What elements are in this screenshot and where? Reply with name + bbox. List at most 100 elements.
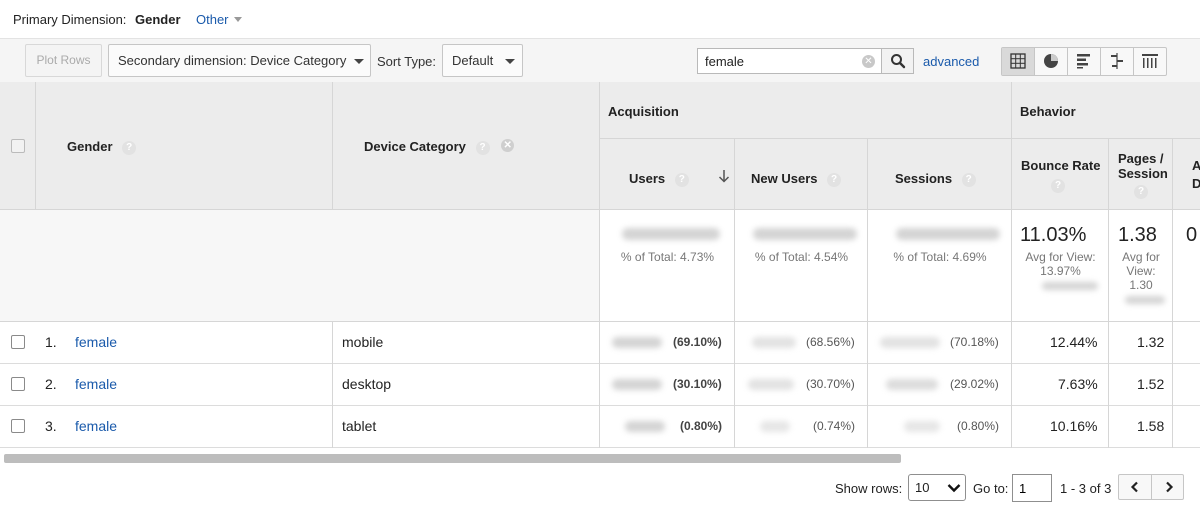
help-icon[interactable]: ? — [122, 141, 137, 155]
pages-session-header-label-2: Session — [1118, 166, 1168, 181]
dropdown-caret-icon — [505, 59, 515, 64]
clear-search-icon[interactable]: ✕ — [862, 55, 875, 68]
new-users-column-header[interactable]: New Users ? — [735, 139, 868, 210]
users-total-percent: % of Total: 4.73% — [620, 250, 715, 264]
row-bounce-rate: 12.44% — [1050, 334, 1098, 350]
pivot-view-button[interactable] — [1134, 48, 1167, 75]
sessions-column-header[interactable]: Sessions ? — [868, 139, 1012, 210]
table-view-button[interactable] — [1002, 48, 1035, 75]
show-rows-value: 10 — [915, 480, 930, 495]
sessions-total-percent: % of Total: 4.69% — [893, 250, 987, 264]
row-pages-session: 1.58 — [1137, 418, 1165, 434]
other-label: Other — [196, 12, 229, 27]
row-gender-link[interactable]: female — [75, 334, 118, 350]
help-icon[interactable]: ? — [674, 173, 689, 187]
gender-header-label: Gender — [67, 139, 113, 154]
show-rows-label: Show rows: — [835, 481, 903, 496]
show-rows-select[interactable]: 10 — [908, 474, 966, 501]
pie-view-button[interactable] — [1035, 48, 1068, 75]
row-bounce-rate: 7.63% — [1058, 376, 1098, 392]
table-row: 1. female mobile (69.10%) (68.56%) (70.1… — [0, 322, 1200, 364]
bounce-rate-column-header[interactable]: Bounce Rate ? — [1012, 139, 1109, 210]
pages-session-total-cell: 1.38 Avg for View: 1.30 — [1109, 210, 1173, 321]
remove-secondary-dimension-icon[interactable]: ✕ — [501, 139, 515, 152]
row-index: 3. — [45, 418, 57, 434]
next-page-button[interactable] — [1152, 475, 1185, 499]
gender-column-header[interactable]: Gender ? — [36, 82, 333, 210]
help-icon[interactable]: ? — [1134, 185, 1148, 199]
table-row: 2. female desktop (30.10%) (30.70%) (29.… — [0, 364, 1200, 406]
goto-label: Go to: — [973, 481, 1009, 496]
row-new-users-percent: (68.56%) — [806, 335, 855, 349]
row-sessions-percent: (0.80%) — [957, 419, 1000, 433]
secondary-dimension-label: Secondary dimension: Device Category — [118, 53, 347, 68]
dropdown-caret-icon — [354, 59, 364, 64]
behavior-group-header: Behavior — [1012, 82, 1200, 139]
chevron-down-icon — [233, 17, 242, 22]
comparison-view-button[interactable] — [1101, 48, 1134, 75]
row-sessions-percent: (29.02%) — [950, 377, 999, 391]
pie-view-icon — [1044, 54, 1058, 68]
previous-page-button[interactable] — [1119, 475, 1152, 499]
pages-session-header-label-1: Pages / — [1118, 151, 1164, 166]
sort-type-dropdown[interactable]: Default — [442, 44, 523, 77]
horizontal-scrollbar[interactable] — [4, 454, 901, 463]
table-row: 3. female tablet (0.80%) (0.74%) (0.80%)… — [0, 406, 1200, 448]
comparison-view-icon — [1111, 53, 1123, 69]
secondary-dimension-dropdown[interactable]: Secondary dimension: Device Category — [108, 44, 371, 77]
row-gender-link[interactable]: female — [75, 376, 118, 392]
users-header-label: Users — [629, 171, 666, 186]
row-checkbox[interactable] — [11, 377, 25, 391]
sort-type-label: Sort Type: — [377, 54, 437, 69]
bounce-rate-total: 11.03% — [1020, 224, 1087, 246]
row-gender-link[interactable]: female — [75, 418, 118, 434]
performance-view-icon — [1077, 54, 1090, 69]
next-column-total: 0 — [1186, 224, 1198, 246]
pagination-buttons — [1118, 474, 1184, 500]
device-category-header-label: Device Category — [364, 139, 466, 154]
pages-session-avg-value: 1.30 — [1129, 278, 1153, 292]
row-pages-session: 1.32 — [1137, 334, 1165, 350]
search-input[interactable] — [698, 49, 858, 73]
row-bounce-rate: 10.16% — [1050, 418, 1098, 434]
plot-rows-button[interactable]: Plot Rows — [25, 44, 102, 77]
pagination-range: 1 - 3 of 3 — [1060, 481, 1112, 496]
row-sessions-percent: (70.18%) — [950, 335, 999, 349]
pages-session-column-header[interactable]: Pages / Session ? — [1109, 139, 1173, 210]
help-icon[interactable]: ? — [961, 173, 976, 187]
next-column-header[interactable]: A D — [1173, 139, 1200, 210]
row-index: 1. — [45, 334, 57, 350]
row-index: 2. — [45, 376, 57, 392]
primary-dimension-gender[interactable]: Gender — [135, 12, 181, 27]
device-category-column-header[interactable]: Device Category ? ✕ — [333, 82, 600, 210]
advanced-filter-link[interactable]: advanced — [923, 54, 980, 69]
performance-view-button[interactable] — [1068, 48, 1101, 75]
row-users-percent: (30.10%) — [673, 377, 722, 391]
select-all-checkbox[interactable] — [11, 139, 25, 153]
acquisition-group-header: Acquisition — [600, 82, 1012, 139]
search-button[interactable] — [881, 48, 914, 74]
view-switcher — [1001, 47, 1167, 76]
row-new-users-percent: (30.70%) — [806, 377, 855, 391]
next-column-label-1: A — [1192, 158, 1200, 173]
select-all-header — [0, 82, 36, 210]
help-icon[interactable]: ? — [827, 173, 842, 187]
new-users-total-cell: % of Total: 4.54% — [735, 210, 868, 321]
row-checkbox[interactable] — [11, 335, 25, 349]
table-toolbar: Plot Rows Secondary dimension: Device Ca… — [0, 38, 1200, 82]
pages-session-avg-label-1: Avg for — [1122, 250, 1160, 264]
row-device: desktop — [342, 376, 392, 392]
help-icon[interactable]: ? — [1051, 179, 1065, 193]
users-column-header[interactable]: Users ? — [600, 139, 735, 210]
primary-dimension-other[interactable]: Other — [196, 12, 242, 27]
acquisition-label: Acquisition — [608, 104, 679, 119]
goto-page-input[interactable] — [1012, 474, 1052, 502]
chevron-left-icon — [1130, 481, 1138, 493]
behavior-label: Behavior — [1020, 104, 1076, 119]
row-checkbox[interactable] — [11, 419, 25, 433]
pages-session-total: 1.38 — [1118, 224, 1157, 246]
row-new-users-percent: (0.74%) — [813, 419, 856, 433]
next-column-total-cell: 0 — [1173, 210, 1200, 321]
help-icon[interactable]: ? — [475, 141, 490, 155]
chevron-right-icon — [1165, 481, 1173, 493]
